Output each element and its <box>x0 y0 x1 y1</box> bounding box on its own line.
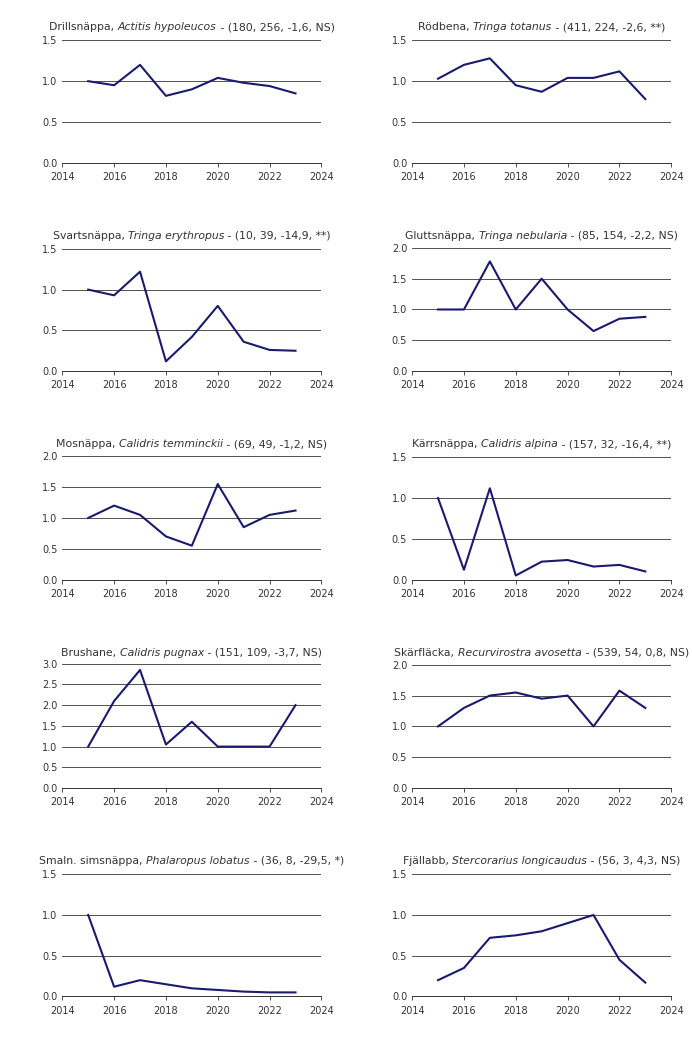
Text: Gluttsnäppa,: Gluttsnäppa, <box>406 230 479 241</box>
Text: Recurvirostra avosetta: Recurvirostra avosetta <box>458 648 582 657</box>
Text: - (539, 54, 0,8, NS): - (539, 54, 0,8, NS) <box>582 648 689 657</box>
Text: Tringa nebularia: Tringa nebularia <box>479 230 567 241</box>
Text: Tringa totanus: Tringa totanus <box>473 22 552 32</box>
Text: - (151, 109, -3,7, NS): - (151, 109, -3,7, NS) <box>204 648 322 657</box>
Text: Drillsnäppa,: Drillsnäppa, <box>49 22 118 32</box>
Text: - (180, 256, -1,6, NS): - (180, 256, -1,6, NS) <box>217 22 334 32</box>
Text: Actitis hypoleucos: Actitis hypoleucos <box>118 22 217 32</box>
Text: Kärrsnäppa,: Kärrsnäppa, <box>412 439 481 449</box>
Text: Phalaropus lobatus: Phalaropus lobatus <box>147 856 250 866</box>
Text: - (85, 154, -2,2, NS): - (85, 154, -2,2, NS) <box>567 230 678 241</box>
Text: Brushane,: Brushane, <box>62 648 120 657</box>
Text: Fjällabb,: Fjällabb, <box>403 856 453 866</box>
Text: Svartsnäppa,: Svartsnäppa, <box>53 230 128 241</box>
Text: Tringa erythropus: Tringa erythropus <box>128 230 224 241</box>
Text: Mosnäppa,: Mosnäppa, <box>56 439 119 449</box>
Text: Smaln. simsnäppa,: Smaln. simsnäppa, <box>39 856 147 866</box>
Text: Calidris alpina: Calidris alpina <box>481 439 558 449</box>
Text: - (10, 39, -14,9, **): - (10, 39, -14,9, **) <box>224 230 331 241</box>
Text: - (56, 3, 4,3, NS): - (56, 3, 4,3, NS) <box>588 856 680 866</box>
Text: - (411, 224, -2,6, **): - (411, 224, -2,6, **) <box>552 22 665 32</box>
Text: Calidris pugnax: Calidris pugnax <box>120 648 204 657</box>
Text: - (36, 8, -29,5, *): - (36, 8, -29,5, *) <box>250 856 344 866</box>
Text: Calidris temminckii: Calidris temminckii <box>119 439 224 449</box>
Text: Stercorarius longicaudus: Stercorarius longicaudus <box>453 856 588 866</box>
Text: Skärfläcka,: Skärfläcka, <box>394 648 458 657</box>
Text: - (157, 32, -16,4, **): - (157, 32, -16,4, **) <box>558 439 671 449</box>
Text: Rödbena,: Rödbena, <box>418 22 473 32</box>
Text: - (69, 49, -1,2, NS): - (69, 49, -1,2, NS) <box>224 439 327 449</box>
